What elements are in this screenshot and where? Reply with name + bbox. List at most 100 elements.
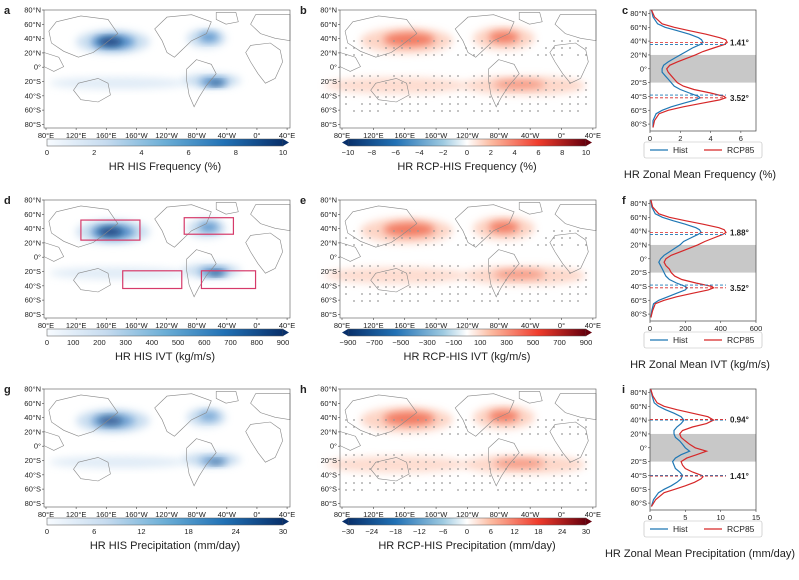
field-blob: [208, 459, 224, 465]
significance-dot: [569, 300, 571, 302]
row-2: d 80°N 60°N 40°N 20°N 0° 20°S 40°S 60°S 80°S 80°E 1…: [4, 195, 770, 371]
field-blob: [493, 458, 545, 469]
zonal-frame: [649, 199, 757, 322]
significance-dot: [497, 230, 499, 232]
significance-dot: [401, 103, 403, 105]
significance-dot: [385, 293, 387, 295]
lon-tick-label: 120°W: [155, 321, 179, 330]
map-frame: [43, 388, 291, 508]
colorbar-tick-label: 6: [489, 527, 493, 536]
continent-outline: [554, 204, 597, 232]
map-frame: [339, 9, 597, 129]
significance-dot: [577, 426, 579, 428]
significance-dot: [529, 230, 531, 232]
lon-tick-label: 120°E: [66, 510, 87, 519]
significance-dot: [513, 279, 515, 281]
significance-dot: [473, 75, 475, 77]
significance-dot: [465, 433, 467, 435]
field-blob: [48, 267, 187, 280]
significance-dot: [465, 96, 467, 98]
significance-dot: [577, 286, 579, 288]
significance-dot: [385, 286, 387, 288]
significance-dot: [513, 96, 515, 98]
significance-dot: [433, 419, 435, 421]
significance-dot: [433, 237, 435, 239]
significance-dot: [473, 54, 475, 56]
significance-dot: [497, 286, 499, 288]
significance-dot: [553, 75, 555, 77]
map-frame: [339, 388, 597, 508]
significance-dot: [489, 265, 491, 267]
significance-dot: [377, 426, 379, 428]
significance-dot: [433, 96, 435, 98]
colorbar-tick-label: 18: [534, 527, 542, 536]
significance-dot: [577, 40, 579, 42]
significance-dot: [449, 82, 451, 84]
continent-outline: [518, 12, 543, 25]
significance-dot: [393, 96, 395, 98]
significance-dot: [377, 286, 379, 288]
x-tick-label: 600: [750, 324, 763, 333]
significance-dot: [385, 96, 387, 98]
x-tick-label: 6: [739, 134, 743, 143]
significance-dot: [361, 110, 363, 112]
colorbar-tick-label: −6: [391, 148, 400, 157]
significance-dot: [449, 433, 451, 435]
significance-dot: [465, 103, 467, 105]
significance-dot: [545, 433, 547, 435]
significance-dot: [457, 265, 459, 267]
continent-outline: [554, 14, 597, 42]
significance-dot: [401, 475, 403, 477]
significance-dot: [425, 482, 427, 484]
significance-dot: [545, 489, 547, 491]
lon-tick-label: 80°E: [38, 321, 54, 330]
lat-tick-label: 80°N: [630, 9, 647, 18]
significance-dot: [569, 237, 571, 239]
significance-dot: [393, 230, 395, 232]
colorbar-tick-label: 600: [198, 338, 211, 347]
significance-dot: [465, 461, 467, 463]
significance-dot: [529, 468, 531, 470]
significance-dot: [369, 265, 371, 267]
significance-dot: [441, 475, 443, 477]
colorbar-tick-label: 0: [465, 148, 469, 157]
significance-dot: [401, 237, 403, 239]
significance-dot: [569, 96, 571, 98]
significance-dot: [449, 293, 451, 295]
continent-outline: [454, 14, 515, 58]
significance-dot: [505, 419, 507, 421]
significance-dot: [393, 110, 395, 112]
significance-dot: [585, 82, 587, 84]
significance-dot: [473, 237, 475, 239]
significance-dot: [585, 286, 587, 288]
significance-dot: [449, 40, 451, 42]
hist-line: [650, 9, 704, 128]
significance-dot: [489, 40, 491, 42]
significance-dot: [441, 40, 443, 42]
significance-dot: [401, 433, 403, 435]
significance-dot: [513, 461, 515, 463]
significance-dot: [481, 103, 483, 105]
significance-dot: [361, 265, 363, 267]
significance-dot: [417, 265, 419, 267]
colorbar-label: HR RCP-HIS Precipitation (mm/day): [378, 540, 555, 552]
lat-tick-label: 60°N: [630, 213, 647, 222]
lon-tick-label: 80°E: [38, 510, 54, 519]
significance-dot: [361, 54, 363, 56]
significance-dot: [497, 110, 499, 112]
panel-letter: e: [300, 195, 306, 207]
significance-dot: [529, 426, 531, 428]
lon-tick-label: 120°W: [456, 131, 480, 140]
colorbar-tick-label: 10: [279, 148, 287, 157]
zonal-xlabel: HR Zonal Mean Frequency (%): [624, 169, 776, 181]
significance-dot: [585, 454, 587, 456]
significance-dot: [497, 419, 499, 421]
lat-tick-label: 20°N: [24, 238, 41, 247]
significance-dot: [481, 230, 483, 232]
significance-dot: [457, 103, 459, 105]
significance-dot: [545, 461, 547, 463]
significance-dot: [465, 82, 467, 84]
lat-tick-label: 40°S: [25, 470, 41, 479]
significance-dot: [457, 75, 459, 77]
significance-dot: [513, 300, 515, 302]
